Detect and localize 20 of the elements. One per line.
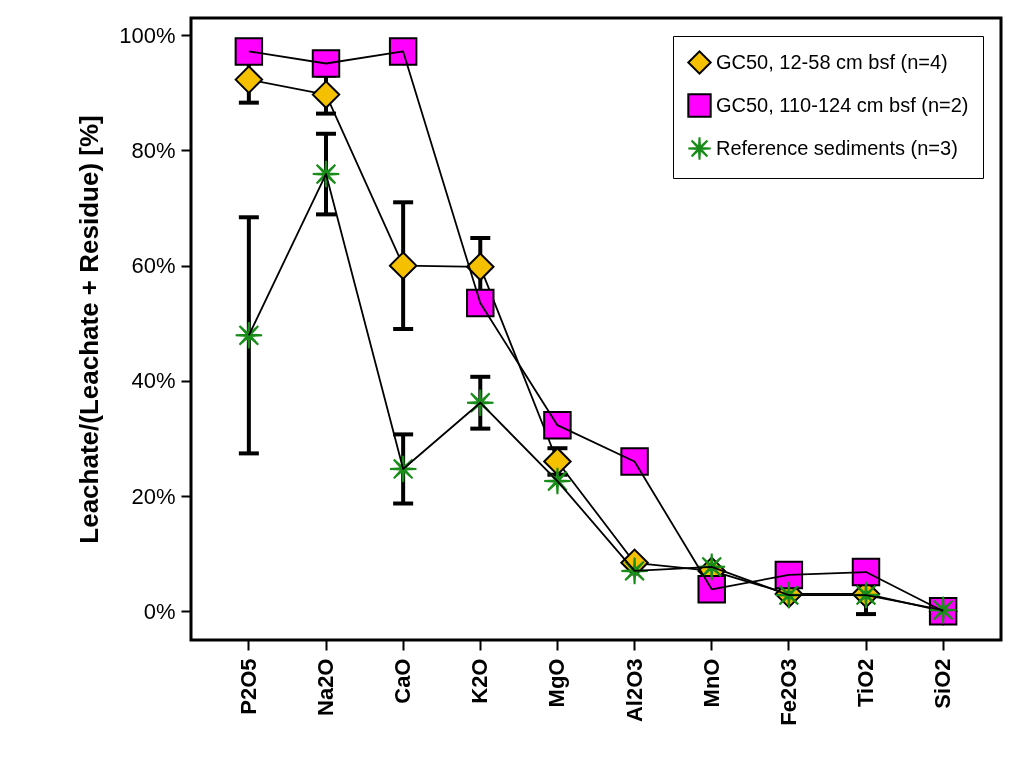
x-tick-label: TiO2 (853, 658, 878, 708)
legend-label: GC50, 110-124 cm bsf (n=2) (716, 93, 969, 116)
y-tick-label: 20% (131, 483, 176, 509)
y-axis-title: Leachate/(Leachate + Residue) [%] (74, 115, 105, 544)
x-tick-label: MgO (544, 658, 570, 708)
legend-label: Reference sediments (n=3) (716, 136, 958, 159)
y-tick-label: 80% (131, 137, 176, 163)
x-tick-label: K2O (467, 658, 493, 704)
y-tick-label: 60% (131, 253, 176, 279)
x-tick-label: CaO (390, 658, 416, 704)
x-tick-label: Na2O (313, 658, 338, 716)
x-tick-label: SiO2 (930, 658, 956, 709)
x-tick-label: MnO (698, 658, 724, 708)
x-tick-label: P2O5 (235, 658, 261, 715)
y-tick-label: 40% (131, 368, 176, 394)
y-tick-label: 0% (143, 598, 176, 624)
x-tick-label: Fe2O3 (775, 658, 801, 726)
legend-label: GC50, 12-58 cm bsf (n=4) (716, 50, 948, 73)
y-tick-label: 100% (119, 22, 176, 48)
x-tick-label: Al2O3 (621, 658, 647, 723)
